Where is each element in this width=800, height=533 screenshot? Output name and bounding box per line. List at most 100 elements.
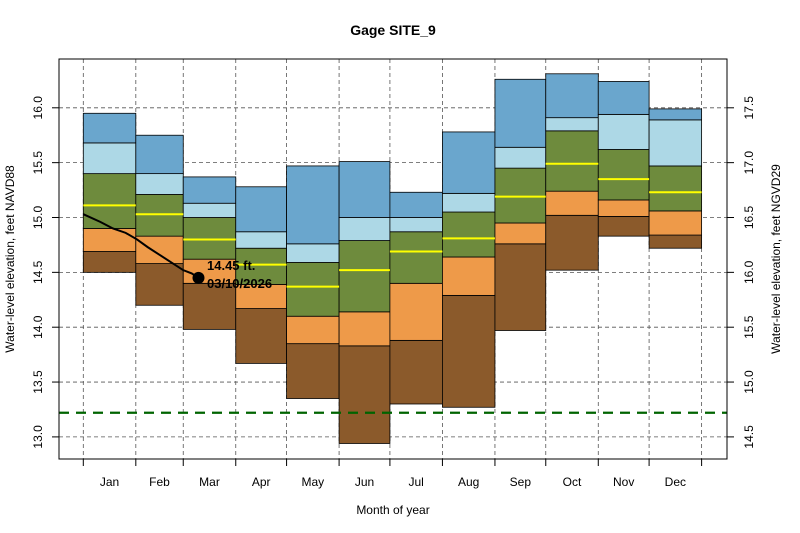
band-jan-4 <box>82 112 137 144</box>
x-tick-label-feb: Feb <box>149 475 170 489</box>
last-date-label: 03/10/2026 <box>207 276 272 291</box>
band-aug-0 <box>442 294 496 408</box>
band-mar-3 <box>182 202 237 218</box>
band-jul-3 <box>389 217 443 233</box>
axes: 13.0 13.5 14.0 14.5 15.0 15.5 16.0 14.5 15.0 15.5… <box>31 96 756 489</box>
band-apr-2 <box>235 247 287 285</box>
band-oct-4 <box>545 73 599 119</box>
band-apr-3 <box>235 231 287 249</box>
band-jul-1 <box>389 282 443 341</box>
band-aug-3 <box>442 192 496 213</box>
y-right-tick-label: 15.5 <box>742 315 756 339</box>
band-jan-2 <box>82 173 137 229</box>
band-jun-2 <box>338 240 391 313</box>
percentile-bands <box>82 73 703 444</box>
x-axis-title: Month of year <box>356 503 429 517</box>
band-jun-0 <box>338 345 391 444</box>
y-tick-label: 14.5 <box>31 260 45 284</box>
band-mar-2 <box>182 217 237 260</box>
band-jan-0 <box>82 251 137 273</box>
band-may-3 <box>286 243 340 263</box>
band-dec-4 <box>648 108 703 121</box>
y-right-tick-label: 15.0 <box>742 370 756 394</box>
x-tick-label-mar: Mar <box>199 475 220 489</box>
band-jul-4 <box>389 191 443 218</box>
band-jan-1 <box>82 228 137 252</box>
band-nov-2 <box>597 149 650 201</box>
band-may-0 <box>286 343 340 399</box>
y-right-tick-label: 14.5 <box>742 425 756 449</box>
y-tick-label: 13.5 <box>31 370 45 394</box>
band-dec-3 <box>648 119 703 167</box>
band-apr-0 <box>235 308 287 364</box>
y-tick-label: 16.0 <box>31 96 45 120</box>
observed-line <box>82 213 200 279</box>
band-oct-0 <box>545 214 599 271</box>
band-sep-3 <box>494 146 547 169</box>
band-may-4 <box>286 165 340 245</box>
band-may-1 <box>286 315 340 345</box>
band-dec-0 <box>648 234 703 249</box>
x-tick-label-aug: Aug <box>458 475 479 489</box>
y-tick-label: 14.0 <box>31 315 45 339</box>
observed-series <box>82 213 205 284</box>
y-tick-label: 15.0 <box>31 205 45 229</box>
plot-frame <box>58 58 728 460</box>
band-mar-4 <box>182 176 237 204</box>
band-apr-4 <box>235 186 287 233</box>
band-aug-4 <box>442 131 496 194</box>
band-nov-4 <box>597 81 650 115</box>
band-sep-0 <box>494 243 547 331</box>
band-feb-2 <box>135 194 184 237</box>
band-nov-1 <box>597 199 650 217</box>
x-tick-label-nov: Nov <box>613 475 634 489</box>
y-right-tick-label: 16.5 <box>742 205 756 229</box>
band-nov-0 <box>597 216 650 237</box>
x-tick-label-oct: Oct <box>563 475 582 489</box>
band-oct-2 <box>545 130 599 192</box>
band-oct-1 <box>545 190 599 216</box>
x-tick-label-jan: Jan <box>100 475 119 489</box>
band-mar-1 <box>182 258 237 284</box>
band-feb-1 <box>135 235 184 264</box>
band-dec-2 <box>648 165 703 212</box>
band-may-2 <box>286 262 340 317</box>
band-feb-4 <box>135 134 184 175</box>
band-sep-1 <box>494 222 547 245</box>
band-feb-0 <box>135 263 184 306</box>
chart-title: Gage SITE_9 <box>350 22 436 38</box>
x-tick-label-may: May <box>302 475 325 489</box>
y-axis-right-title: Water-level elevation, feet NGVD29 <box>769 164 783 354</box>
y-axis-title: Water-level elevation, feet NAVD88 <box>3 165 17 353</box>
band-jan-3 <box>82 142 137 175</box>
y-tick-label: 15.5 <box>31 151 45 175</box>
band-sep-4 <box>494 78 547 148</box>
band-jun-4 <box>338 161 391 218</box>
x-tick-label-apr: Apr <box>252 475 271 489</box>
y-right-tick-label: 16.0 <box>742 260 756 284</box>
band-jun-3 <box>338 217 391 241</box>
band-jul-0 <box>389 339 443 405</box>
band-jul-2 <box>389 231 443 284</box>
x-tick-label-dec: Dec <box>665 475 686 489</box>
band-feb-3 <box>135 173 184 195</box>
y-right-tick-label: 17.5 <box>742 96 756 120</box>
band-dec-1 <box>648 210 703 236</box>
y-right-tick-label: 17.0 <box>742 151 756 175</box>
band-aug-2 <box>442 211 496 258</box>
x-tick-label-jul: Jul <box>408 475 423 489</box>
band-aug-1 <box>442 256 496 296</box>
band-sep-2 <box>494 167 547 224</box>
band-nov-3 <box>597 113 650 150</box>
band-jun-1 <box>338 311 391 347</box>
x-tick-label-jun: Jun <box>355 475 374 489</box>
median-lines <box>83 162 702 288</box>
band-mar-0 <box>182 282 237 330</box>
last-observation-point <box>192 271 205 284</box>
y-tick-label: 13.0 <box>31 425 45 449</box>
last-value-label: 14.45 ft. <box>207 258 255 273</box>
band-oct-3 <box>545 117 599 132</box>
x-tick-label-sep: Sep <box>510 475 532 489</box>
